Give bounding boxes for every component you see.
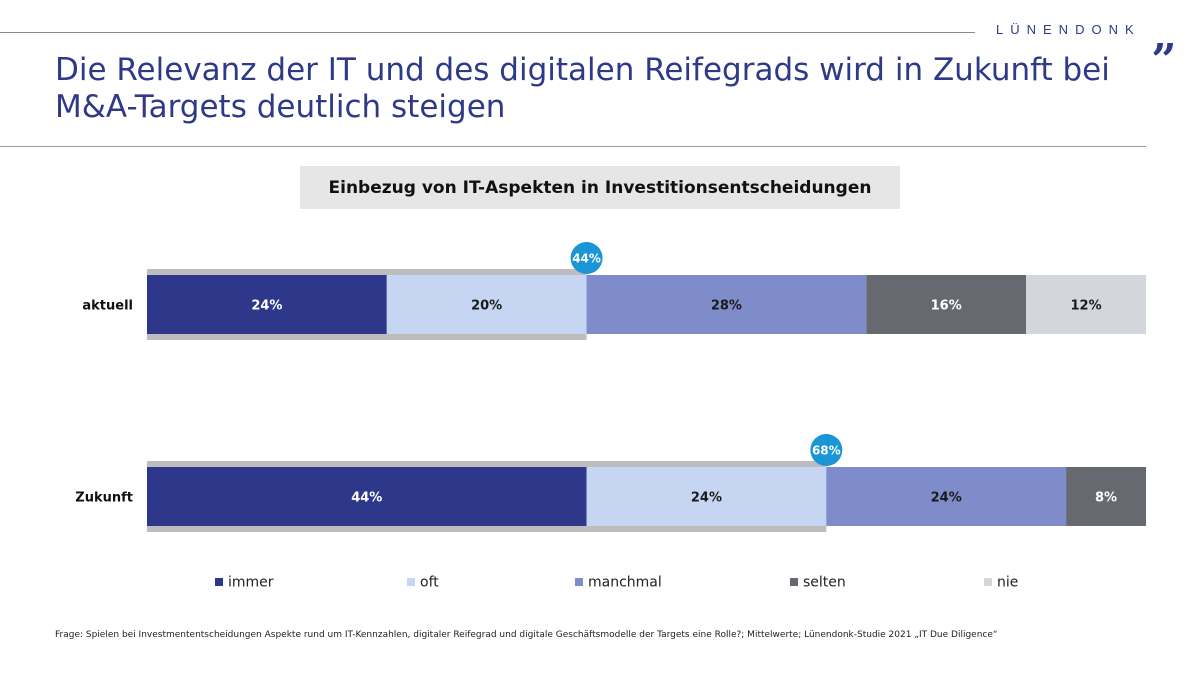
- data-label: 24%: [251, 299, 282, 314]
- highlight-label: 68%: [812, 444, 841, 458]
- data-label: 44%: [351, 491, 382, 506]
- bar-segment-selten: [1066, 467, 1146, 526]
- data-label: 12%: [1070, 299, 1101, 314]
- bar-segment-immer: [147, 467, 587, 526]
- brand-logo-text: LÜNENDONK: [996, 22, 1141, 37]
- footnote: Frage: Spielen bei Investmententscheidun…: [55, 630, 998, 640]
- legend-label-manchmal: manchmal: [588, 575, 662, 591]
- bar-segment-nie: [1026, 275, 1146, 334]
- legend-swatch-oft: [407, 578, 415, 586]
- data-label: 16%: [931, 299, 962, 314]
- category-label: Zukunft: [75, 491, 133, 506]
- bar-segment-oft: [386, 275, 587, 334]
- bar-segment-manchmal: [586, 275, 867, 334]
- bar-segment-manchmal: [826, 467, 1067, 526]
- highlight-label: 44%: [572, 252, 601, 266]
- data-label: 24%: [931, 491, 962, 506]
- legend-label-oft: oft: [420, 575, 439, 591]
- bar-segment-immer: [147, 275, 387, 334]
- chart-title: Einbezug von IT-Aspekten in Investitions…: [300, 166, 900, 209]
- bar-segment-oft: [586, 467, 827, 526]
- title-divider: [0, 146, 1146, 147]
- highlight-bubble: [810, 434, 843, 466]
- data-label: 28%: [711, 299, 742, 314]
- legend-swatch-selten: [790, 578, 798, 586]
- category-label: aktuell: [82, 299, 133, 314]
- brand-quote-mark: „: [1152, 10, 1178, 61]
- data-label: 8%: [1095, 491, 1117, 506]
- legend-label-selten: selten: [803, 575, 846, 591]
- page-title: Die Relevanz der IT und des digitalen Re…: [55, 52, 1110, 125]
- data-label: 24%: [691, 491, 722, 506]
- legend-swatch-nie: [984, 578, 992, 586]
- top-divider: [0, 32, 975, 33]
- legend-label-nie: nie: [997, 575, 1018, 591]
- legend-label-immer: immer: [228, 575, 274, 591]
- legend-swatch-immer: [215, 578, 223, 586]
- bar-segment-selten: [866, 275, 1027, 334]
- highlight-bubble: [570, 242, 603, 274]
- data-label: 20%: [471, 299, 502, 314]
- legend-swatch-manchmal: [575, 578, 583, 586]
